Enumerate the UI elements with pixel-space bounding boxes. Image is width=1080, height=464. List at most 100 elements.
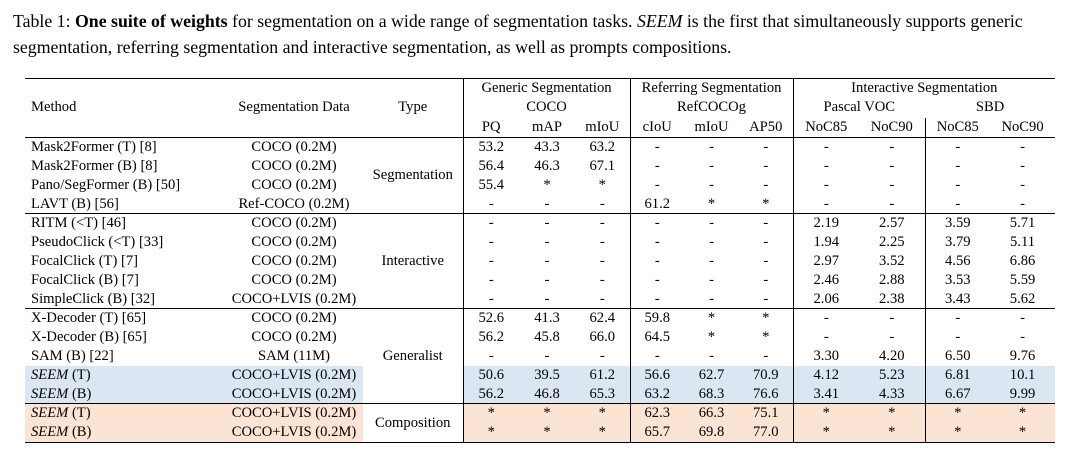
metric-cell: -	[544, 234, 550, 251]
metric-cell: 70.9	[739, 365, 794, 385]
metric-cell: -	[763, 234, 769, 251]
method-name: X-Decoder (T) [65]	[31, 310, 147, 327]
method-cell: SEEM (B)	[25, 423, 225, 443]
metric-cell: -	[544, 290, 550, 307]
table-row: X-Decoder (T) [65] COCO (0.2M) Generalist 5…	[25, 308, 1056, 404]
type-cell: Segmentation	[372, 167, 453, 184]
metric-cell: -	[462, 270, 519, 290]
group-header-generic: Generic Segmentation	[462, 78, 630, 99]
metric-cell: -	[684, 213, 739, 234]
metric-cell: -	[629, 157, 684, 176]
metric-cell: *	[792, 403, 860, 424]
metric-cell: -	[599, 234, 605, 251]
table-row: SEEM (T) COCO+LVIS (0.2M) Composition * * * 62…	[25, 403, 1056, 443]
metric-header-noc90-sbd: NoC90	[990, 117, 1056, 139]
caption-bold-phrase: One suite of weights	[74, 11, 228, 31]
method-name: Mask2Former (T) [8]	[31, 139, 157, 156]
method-cell: RITM (<T) [46]	[25, 213, 225, 234]
metric-cell: 2.25	[879, 234, 905, 251]
caption-suffix: is the first that simultaneously support…	[13, 11, 1023, 57]
metric-cell: *	[598, 176, 606, 193]
metric-cell: 69.8	[684, 423, 739, 443]
metric-cell: -	[599, 195, 605, 212]
metric-cell: 41.3	[519, 308, 575, 329]
metric-cell: -	[462, 194, 519, 214]
caption-prefix: Table 1:	[13, 11, 75, 31]
segmentation-data-cell: COCO (0.2M)	[251, 176, 337, 193]
metric-cell: -	[629, 137, 684, 158]
metric-cell: -	[990, 308, 1056, 329]
metric-cell: -	[575, 213, 630, 234]
method-cell: SimpleClick (B) [32]	[25, 290, 225, 309]
metric-header-map: mAP	[519, 117, 575, 139]
metric-cell: -	[544, 347, 550, 364]
metric-cell: *	[762, 195, 770, 212]
metric-cell: 68.3	[684, 384, 739, 404]
metric-cell: -	[792, 157, 860, 176]
metric-cell: 3.41	[792, 384, 860, 404]
method-cell: LAVT (B) [56]	[25, 195, 225, 214]
segmentation-data-cell: COCO+LVIS (0.2M)	[225, 423, 363, 443]
method-cell: PseudoClick (<T) [33]	[25, 233, 225, 252]
col-header-segmentation-data: Segmentation Data	[225, 78, 363, 139]
metric-cell: -	[519, 213, 575, 234]
metric-cell: 56.4	[462, 157, 519, 176]
method-name-italic: SEEM	[31, 424, 69, 441]
metric-cell: -	[629, 252, 684, 271]
metric-cell: *	[924, 423, 991, 443]
metric-cell: -	[544, 253, 550, 269]
method-name: SAM (B) [22]	[31, 347, 114, 364]
metric-cell: 3.53	[924, 270, 991, 290]
method-name: (T)	[68, 366, 91, 383]
metric-cell: -	[462, 252, 519, 271]
metric-cell: -	[544, 195, 550, 212]
results-table: Method Segmentation Data Type Generic Se…	[25, 78, 1056, 443]
metric-cell: -	[889, 158, 895, 175]
metric-cell: 4.33	[859, 384, 926, 404]
metric-cell: -	[739, 213, 794, 234]
metric-cell: -	[889, 329, 895, 346]
metric-cell: -	[709, 271, 714, 288]
metric-cell: -	[889, 176, 895, 193]
method-name-italic: SEEM	[31, 405, 69, 422]
metric-cell: 61.2	[629, 194, 684, 214]
metric-cell: -	[599, 290, 605, 307]
metric-cell: 53.2	[462, 137, 519, 158]
metric-cell: -	[462, 289, 519, 309]
metric-cell: -	[924, 175, 991, 195]
metric-cell: 4.12	[792, 365, 860, 385]
metric-header-pq: PQ	[462, 117, 519, 139]
metric-cell: -	[709, 290, 714, 307]
metric-cell: -	[792, 328, 860, 347]
col-header-type: Type	[363, 78, 463, 139]
metric-header-miou: mIoU	[575, 117, 630, 139]
metric-cell: *	[707, 329, 716, 346]
segmentation-data-cell: COCO+LVIS (0.2M)	[225, 384, 363, 404]
metric-cell: 1.94	[792, 233, 860, 252]
dataset-header-sbd: SBD	[975, 99, 1005, 116]
metric-cell: -	[763, 158, 769, 175]
metric-cell: -	[763, 176, 769, 193]
table-caption: Table 1: One suite of weights for segmen…	[13, 9, 1071, 60]
metric-cell: *	[762, 329, 770, 346]
segmentation-data-cell: COCO (0.2M)	[251, 253, 337, 269]
segmentation-data-cell: COCO (0.2M)	[251, 271, 337, 288]
metric-cell: -	[1020, 158, 1025, 175]
method-cell: SAM (B) [22]	[25, 347, 225, 366]
table-body: Mask2Former (T) [8] COCO (0.2M) Segmentati…	[25, 137, 1056, 443]
metric-cell: *	[859, 403, 926, 424]
metric-header-ciou: cIoU	[629, 117, 684, 139]
metric-cell: 43.3	[534, 139, 560, 156]
metric-cell: 2.46	[792, 270, 860, 290]
segmentation-data-cell: COCO (0.2M)	[251, 234, 337, 251]
metric-cell: 4.20	[879, 347, 905, 364]
metric-cell: 3.79	[924, 233, 991, 252]
metric-cell: -	[889, 139, 895, 156]
segmentation-data-cell: COCO+LVIS (0.2M)	[225, 365, 363, 385]
metric-cell: 56.2	[462, 384, 519, 404]
metric-cell: 63.2	[589, 139, 616, 156]
dataset-header-pascal-voc: Pascal VOC	[792, 98, 926, 118]
metric-cell: 56.2	[462, 328, 519, 347]
metric-cell: 67.1	[589, 158, 616, 175]
metric-cell: 62.7	[684, 365, 739, 385]
